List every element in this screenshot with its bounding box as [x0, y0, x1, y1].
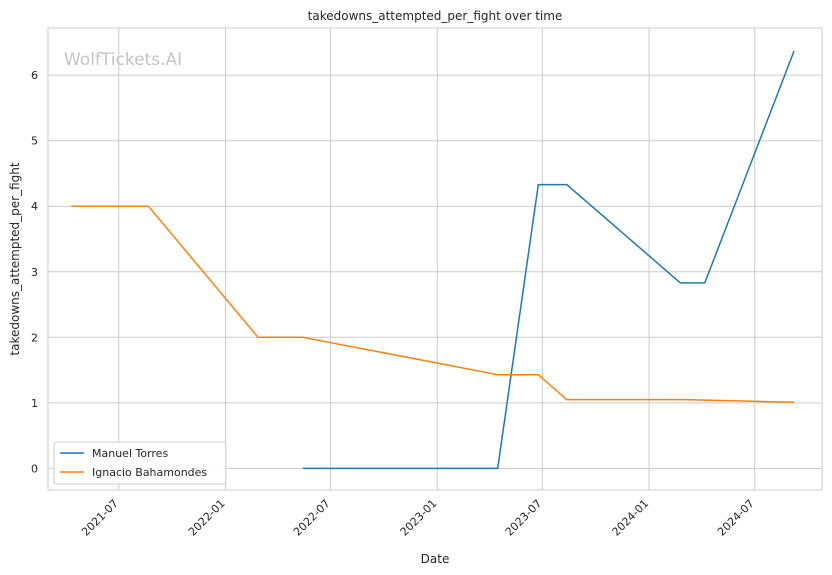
y-tick-label: 1	[31, 397, 38, 410]
legend-label-manuel-torres: Manuel Torres	[92, 447, 168, 460]
chart-title: takedowns_attempted_per_fight over time	[308, 9, 563, 23]
plot-frame	[47, 27, 823, 491]
x-axis-title: Date	[421, 552, 450, 566]
watermark: WolfTickets.AI	[64, 50, 182, 70]
y-tick-label: 6	[31, 69, 38, 82]
series-line-ignacio-bahamondes	[71, 205, 795, 403]
legend-label-ignacio-bahamondes: Ignacio Bahamondes	[92, 466, 207, 479]
legend: Manuel Torres Ignacio Bahamondes	[53, 441, 227, 485]
y-tick-label: 2	[31, 331, 38, 344]
legend-box	[53, 441, 227, 485]
grid	[48, 28, 822, 490]
y-axis-title: takedowns_attempted_per_fight	[8, 162, 22, 355]
y-tick-label: 5	[31, 135, 38, 148]
y-tick-label: 4	[31, 200, 38, 213]
y-tick-label: 0	[31, 462, 38, 475]
series-lines	[71, 50, 795, 470]
y-tick-label: 3	[31, 266, 38, 279]
y-tick-labels: 0 1 2 3 4 5 6	[31, 69, 38, 475]
series-line-manuel-torres	[302, 50, 795, 470]
